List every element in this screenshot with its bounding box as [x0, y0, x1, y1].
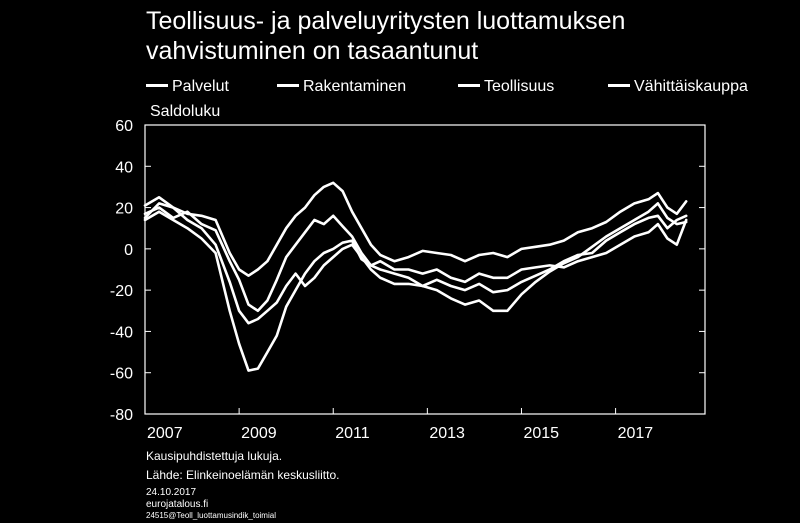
legend-label: Teollisuus [484, 78, 555, 95]
series-line-teollisuus [143, 210, 688, 372]
legend-item-palvelut: Palvelut [146, 77, 229, 97]
x-tick-label: 2013 [429, 425, 465, 442]
legend-label: Rakentaminen [303, 78, 407, 95]
y-tick-label: -40 [110, 324, 133, 341]
y-tick-label: 20 [115, 201, 133, 218]
chart-title: Teollisuus- ja palveluyritysten luottamu… [146, 6, 786, 66]
chart-title-line-1: Teollisuus- ja palveluyritysten luottamu… [146, 7, 626, 35]
y-tick-label: -20 [110, 283, 133, 300]
note-source: Lähde: Elinkeinoelämän keskusliitto. [146, 468, 340, 482]
footer-date: 24.10.2017 [146, 487, 197, 498]
chart-title-line-2: vahvistuminen on tasaantunut [146, 37, 479, 65]
legend-swatch [146, 84, 168, 88]
legend-item-rakentaminen: Rakentaminen [277, 77, 406, 97]
x-tick-label: 2017 [618, 425, 654, 442]
x-tick-label: 2007 [147, 425, 183, 442]
legend-label: Palvelut [172, 78, 229, 95]
x-tick-label: 2009 [241, 425, 277, 442]
series-line-palvelut [143, 202, 688, 313]
y-tick-label: -60 [110, 366, 133, 383]
y-tick-label: 60 [115, 118, 133, 135]
y-tick-label: -80 [110, 407, 133, 424]
footer-site: eurojatalous.fi [146, 499, 209, 510]
legend-label: Vähittäiskauppa [634, 78, 748, 95]
y-tick-label: 0 [124, 242, 133, 259]
x-tick-label: 2011 [335, 425, 370, 442]
y-axis-unit-label: Saldoluku [150, 103, 221, 120]
legend-swatch [277, 84, 299, 88]
plot-frame [144, 124, 706, 415]
legend-item-teollisuus: Teollisuus [458, 77, 554, 97]
legend-swatch [608, 84, 630, 88]
x-tick-label: 2015 [523, 425, 559, 442]
legend-swatch [458, 84, 480, 88]
footer-code: 24515@Teoll_luottamusindik_toimial [146, 511, 276, 520]
legend-item-vahittaiskauppa: Vähittäiskauppa [608, 77, 748, 97]
note-seasonal-adjustment: Kausipuhdistettuja lukuja. [146, 449, 283, 463]
chart-notes: Kausipuhdistettuja lukuja. Lähde: Elinke… [146, 447, 339, 485]
chart-footer: 24.10.2017 eurojatalous.fi 24515@Teoll_l… [146, 487, 276, 521]
chart-legend: Palvelut Rakentaminen Teollisuus Vähittä… [146, 77, 786, 99]
series-line-vahittaiskauppa [143, 181, 688, 277]
series-line-rakentaminen [143, 202, 688, 325]
y-tick-label: 40 [115, 159, 133, 176]
